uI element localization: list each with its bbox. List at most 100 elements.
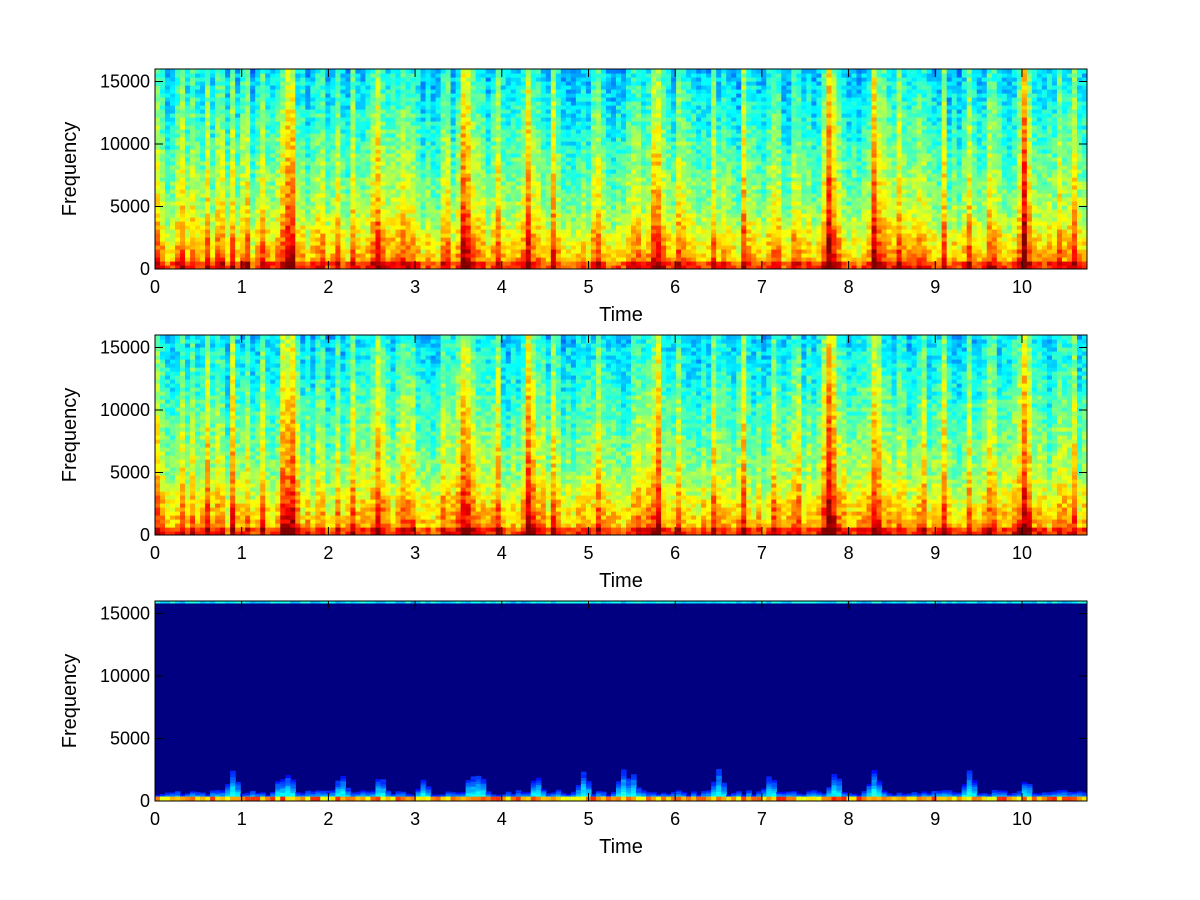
spectrogram-cell bbox=[615, 145, 622, 150]
spectrogram-cell bbox=[165, 73, 171, 78]
spectrogram-cell bbox=[455, 165, 462, 170]
spectrogram-cell bbox=[595, 73, 602, 78]
spectrogram-cell bbox=[605, 241, 612, 246]
spectrogram-cell bbox=[621, 129, 627, 134]
spectrogram-cell bbox=[400, 205, 407, 210]
spectrogram-cell bbox=[395, 253, 402, 258]
spectrogram-cell bbox=[470, 173, 477, 178]
spectrogram-cell bbox=[165, 105, 171, 110]
spectrogram-cell bbox=[175, 77, 181, 82]
spectrogram-cell bbox=[280, 241, 286, 246]
spectrogram-cell bbox=[310, 173, 316, 178]
spectrogram-cell bbox=[480, 153, 487, 158]
spectrogram-cell bbox=[280, 169, 286, 174]
spectrogram-cell bbox=[265, 253, 271, 258]
spectrogram-cell bbox=[515, 137, 522, 142]
spectrogram-cell bbox=[485, 233, 492, 238]
spectrogram-cell bbox=[155, 181, 161, 186]
spectrogram-cell bbox=[555, 237, 562, 242]
spectrogram-cell bbox=[255, 189, 261, 194]
spectrogram-cell bbox=[595, 133, 602, 138]
spectrogram-cell bbox=[205, 249, 211, 254]
spectrogram-cell bbox=[520, 133, 527, 138]
spectrogram-cell bbox=[365, 69, 372, 74]
spectrogram-cell bbox=[615, 157, 622, 162]
spectrogram-cell bbox=[200, 113, 206, 118]
spectrogram-cell bbox=[190, 137, 196, 142]
spectrogram-cell bbox=[425, 133, 432, 138]
spectrogram-cell bbox=[605, 261, 612, 266]
spectrogram-cell bbox=[215, 165, 221, 170]
spectrogram-cell bbox=[260, 161, 266, 166]
spectrogram-cell bbox=[405, 117, 412, 122]
spectrogram-cell bbox=[370, 221, 377, 226]
spectrogram-cell bbox=[400, 245, 407, 250]
spectrogram-cell bbox=[185, 217, 191, 222]
spectrogram-cell bbox=[270, 133, 276, 138]
spectrogram-cell bbox=[170, 133, 176, 138]
spectrogram-cell bbox=[465, 109, 472, 114]
spectrogram-cell bbox=[610, 169, 617, 174]
spectrogram-cell bbox=[270, 129, 276, 134]
spectrogram-cell bbox=[565, 193, 572, 198]
spectrogram-cell bbox=[230, 69, 236, 74]
spectrogram-cell bbox=[375, 93, 382, 98]
spectrogram-cell bbox=[530, 177, 537, 182]
spectrogram-cell bbox=[240, 165, 246, 170]
spectrogram-cell bbox=[210, 209, 216, 214]
spectrogram-cell bbox=[305, 217, 311, 222]
spectrogram-cell bbox=[435, 233, 442, 238]
spectrogram-cell bbox=[205, 149, 211, 154]
spectrogram-cell bbox=[300, 261, 306, 266]
spectrogram-cell bbox=[420, 257, 427, 262]
spectrogram-cell bbox=[555, 189, 562, 194]
spectrogram-cell bbox=[400, 193, 407, 198]
spectrogram-cell bbox=[215, 169, 221, 174]
spectrogram-cell bbox=[190, 181, 196, 186]
spectrogram-cell bbox=[490, 253, 497, 258]
spectrogram-cell bbox=[210, 181, 216, 186]
spectrogram-cell bbox=[505, 97, 512, 102]
spectrogram-cell bbox=[350, 245, 357, 250]
spectrogram-cell bbox=[400, 213, 407, 218]
spectrogram-cell bbox=[535, 221, 542, 226]
spectrogram-cell bbox=[245, 93, 251, 98]
spectrogram-cell bbox=[490, 141, 497, 146]
spectrogram-cell bbox=[555, 265, 562, 269]
spectrogram-cell bbox=[575, 173, 582, 178]
spectrogram-cell bbox=[390, 189, 397, 194]
spectrogram-cell bbox=[220, 173, 226, 178]
spectrogram-cell bbox=[340, 185, 347, 190]
spectrogram-cell bbox=[450, 253, 457, 258]
spectrogram-cell bbox=[415, 229, 422, 234]
spectrogram-cell bbox=[360, 257, 367, 262]
spectrogram-cell bbox=[330, 81, 336, 86]
spectrogram-cell bbox=[310, 213, 316, 218]
spectrogram-cell bbox=[470, 185, 477, 190]
spectrogram-cell bbox=[165, 237, 171, 242]
spectrogram-cell bbox=[245, 81, 251, 86]
spectrogram-cell bbox=[470, 213, 477, 218]
spectrogram-cell bbox=[245, 109, 251, 114]
spectrogram-cell bbox=[315, 201, 321, 206]
spectrogram-cell bbox=[520, 241, 527, 246]
spectrogram-cell bbox=[445, 245, 452, 250]
spectrogram-cell bbox=[580, 165, 587, 170]
spectrogram-cell bbox=[365, 117, 372, 122]
spectrogram-cell bbox=[240, 265, 246, 269]
spectrogram-cell bbox=[505, 133, 512, 138]
spectrogram-cell bbox=[470, 157, 477, 162]
spectrogram-cell bbox=[315, 97, 321, 102]
spectrogram-cell bbox=[460, 165, 467, 170]
spectrogram-cell bbox=[475, 209, 482, 214]
spectrogram-cell bbox=[495, 97, 502, 102]
spectrogram-cell bbox=[360, 201, 367, 206]
spectrogram-cell bbox=[295, 93, 301, 98]
spectrogram-cell bbox=[345, 265, 352, 269]
spectrogram-cell bbox=[390, 221, 397, 226]
spectrogram-cell bbox=[315, 225, 321, 230]
spectrogram-cell bbox=[355, 261, 362, 266]
spectrogram-cell bbox=[355, 117, 362, 122]
spectrogram-cell bbox=[300, 249, 306, 254]
spectrogram-cell bbox=[240, 169, 246, 174]
